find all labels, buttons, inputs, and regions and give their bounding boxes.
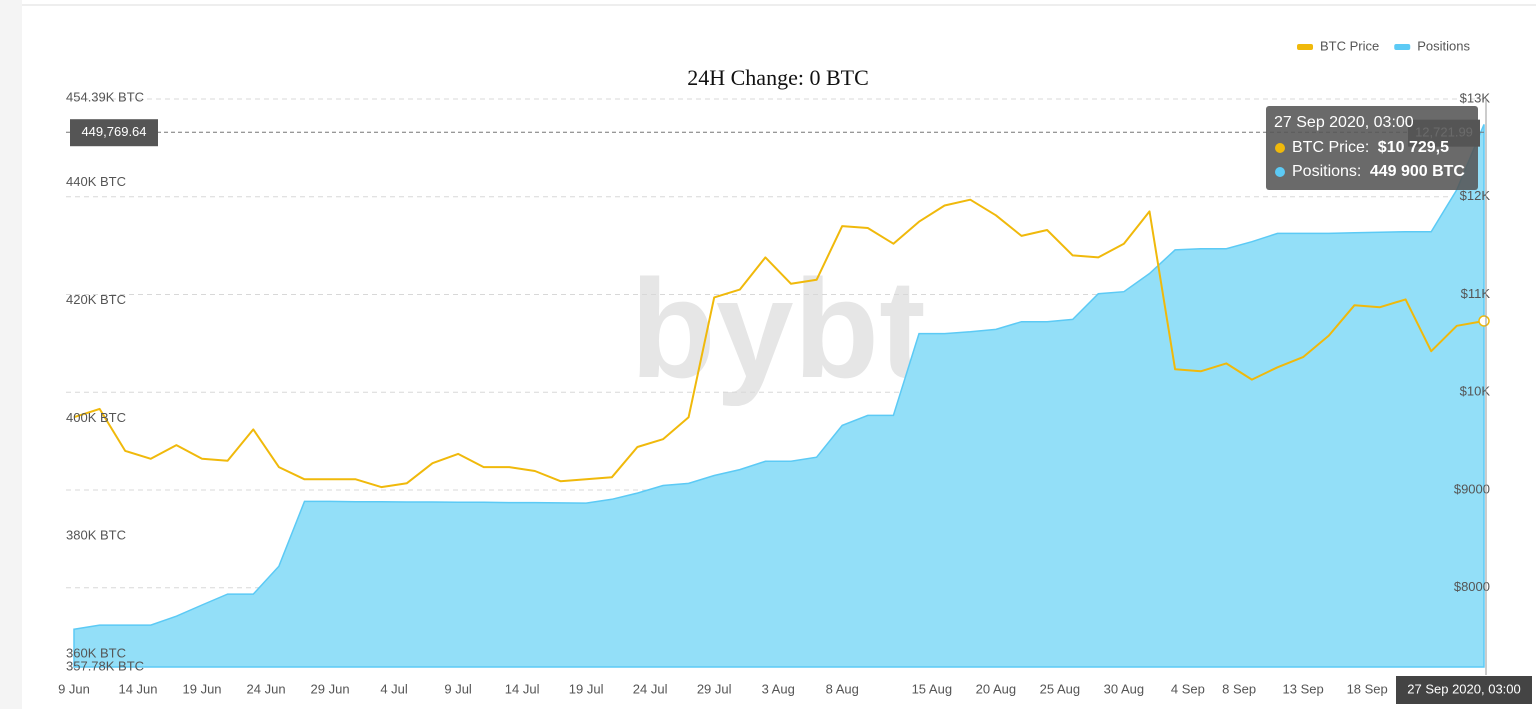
line [73,198,1485,489]
x-tick-label: 14 Jul [505,681,540,696]
x-tick-label: 29 Jun [311,681,350,696]
legend-label[interactable]: BTC Price [1320,38,1379,53]
x-tick-label: 19 Jun [183,681,222,696]
tooltip-value: $10 729,5 [1378,139,1449,156]
tooltip-label: BTC Price: [1292,139,1374,156]
x-tick-label: 24 Jun [247,681,286,696]
y2-tick-label: $9000 [1454,481,1490,496]
area [73,124,1485,668]
x-tick-label: 30 Aug [1104,681,1145,696]
x-tick-label: 14 Jun [118,681,157,696]
chart-title: 24H Change: 0 BTC [687,65,869,90]
x-tick-label: 8 Sep [1222,681,1256,696]
y2-tick-label: $8000 [1454,579,1490,594]
crosshair-x-box [1396,676,1532,704]
legend-label[interactable]: Positions [1417,38,1470,53]
x-tick-label: 29 Jul [697,681,732,696]
x-tick-label: 13 Sep [1283,681,1324,696]
y-tick-label: 420K BTC [66,292,126,307]
y2-tick-label: $10K [1460,384,1491,399]
tooltip-row: Positions: 449 900 BTC [1292,163,1465,180]
x-tick-label: 24 Jul [633,681,668,696]
crosshair-y-label: 449,769.64 [81,124,146,139]
x-tick-label: 4 Jul [380,681,408,696]
tooltip-row: BTC Price: $10 729,5 [1292,139,1449,156]
legend-marker [1394,44,1411,50]
legend-marker [1297,44,1314,50]
x-tick-label: 15 Aug [912,681,953,696]
y-tick-label: 357.78K BTC [66,658,144,673]
y2-tick-label: $12K [1460,188,1491,203]
x-tick-label: 3 Aug [762,681,795,696]
y2-tick-label: $11K [1461,286,1491,301]
x-tick-label: 20 Aug [976,681,1017,696]
x-tick-label: 8 Aug [826,681,859,696]
tooltip-label: Positions: [1292,163,1366,180]
hover-point [1478,315,1490,327]
x-tick-label: 9 Jun [58,681,90,696]
tooltip-dot [1275,143,1285,153]
crosshair-x-label: 27 Sep 2020, 03:00 [1407,681,1521,696]
y-tick-label: 454.39K BTC [66,89,144,104]
x-tick-label: 25 Aug [1040,681,1081,696]
x-tick-label: 4 Sep [1171,681,1205,696]
watermark: bybt [630,250,926,407]
x-tick-label: 18 Sep [1347,681,1388,696]
tooltip-title: 27 Sep 2020, 03:00 [1274,114,1414,131]
y-tick-label: 440K BTC [66,174,126,189]
tooltip-dot [1275,167,1285,177]
crosshair-y-box [70,119,158,147]
x-tick-label: 19 Jul [569,681,604,696]
tooltip-value: 449 900 BTC [1370,163,1466,180]
tooltip-box [1266,106,1478,190]
y2-tick-label: $13K [1460,90,1491,105]
x-tick-label: 9 Jul [444,681,472,696]
y-tick-label: 360K BTC [66,645,126,660]
side-strip [0,0,22,709]
y-tick-label: 400K BTC [66,410,126,425]
y-tick-label: 380K BTC [66,528,126,543]
